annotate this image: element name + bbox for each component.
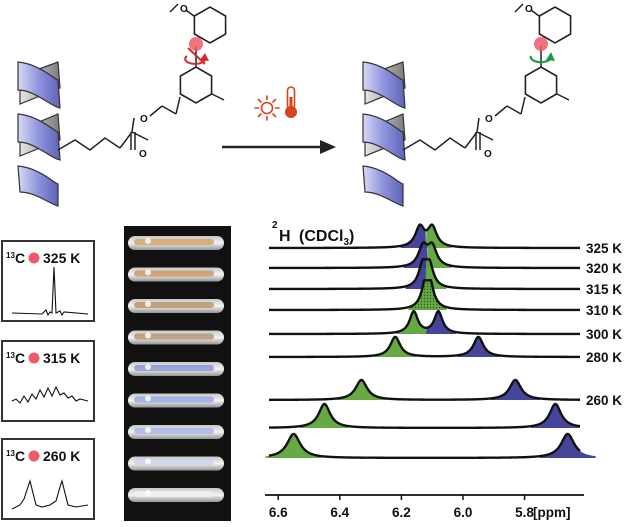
spectrum-trace bbox=[269, 223, 580, 250]
peak-fill bbox=[336, 379, 386, 400]
title-solvent-sub: 3 bbox=[343, 237, 349, 248]
inset-element: C bbox=[15, 250, 25, 266]
carbon-marker bbox=[534, 37, 548, 51]
thermometer-icon bbox=[285, 86, 297, 118]
spectrum-temp-label: 260 K bbox=[586, 393, 622, 408]
spectrum-trace bbox=[268, 402, 581, 430]
title-mass: 2 bbox=[272, 220, 278, 231]
x-tick-label: 6.0 bbox=[454, 505, 473, 520]
spectrum-temp-label: 320 K bbox=[586, 261, 622, 276]
stacked-spectra: 325 K 320 K 315 K 310 K 300 K 280 K 260 K bbox=[265, 223, 622, 460]
x-axis-unit: [ppm] bbox=[533, 505, 571, 520]
carbon-marker bbox=[28, 450, 40, 462]
inset-mass: 13 bbox=[6, 449, 15, 458]
c13-trace bbox=[11, 385, 89, 404]
nmr-title: 2 H (CDCl3) bbox=[272, 220, 354, 248]
x-tick-label: 6.6 bbox=[269, 505, 288, 520]
x-tick-label: 6.2 bbox=[392, 505, 411, 520]
peak-fill bbox=[265, 433, 322, 458]
peak-fill bbox=[539, 433, 596, 458]
svg-text:O: O bbox=[180, 4, 188, 15]
title-solvent: (CDCl bbox=[299, 228, 343, 245]
c13-inset: 13 C 260 K bbox=[1, 438, 95, 520]
c13-trace bbox=[11, 479, 89, 510]
x-tick-label: 6.4 bbox=[330, 505, 349, 520]
svg-text:O: O bbox=[484, 149, 492, 160]
inset-frame bbox=[1, 240, 95, 322]
tubes-photo bbox=[124, 226, 231, 521]
molecule-left: O O O bbox=[119, 3, 227, 160]
sun-icon bbox=[254, 95, 280, 121]
spectrum-trace bbox=[268, 432, 581, 460]
helix-front-strand bbox=[17, 113, 61, 161]
inset-element: C bbox=[15, 448, 25, 464]
inset-temperature: 325 K bbox=[43, 250, 80, 266]
spectrum-temp-label: 300 K bbox=[586, 327, 622, 342]
inset-frame bbox=[1, 340, 95, 422]
carbon-marker bbox=[28, 352, 40, 364]
title-nucleus: H bbox=[279, 228, 291, 245]
reaction-arrow bbox=[222, 140, 336, 154]
inset-temperature: 315 K bbox=[43, 350, 80, 366]
peak-fill bbox=[490, 379, 540, 400]
helix-front-strand bbox=[362, 61, 406, 109]
svg-text:O: O bbox=[139, 149, 147, 160]
spectrum-trace bbox=[269, 378, 581, 402]
x-tick-label: 5.8 bbox=[515, 505, 534, 520]
spectrum-trace bbox=[269, 258, 580, 291]
c13-trace bbox=[11, 266, 89, 317]
inset-mass: 13 bbox=[6, 351, 15, 360]
inset-element: C bbox=[15, 350, 25, 366]
spectrum-temp-label: 280 K bbox=[586, 350, 622, 365]
spectrum-temp-label: 325 K bbox=[586, 241, 622, 256]
spectrum-trace bbox=[269, 241, 580, 270]
svg-text:O: O bbox=[140, 114, 148, 125]
c13-insets: 13 C 325 K13 C 315 K13 C 260 K bbox=[1, 240, 95, 520]
spectrum-trace bbox=[269, 309, 580, 336]
c13-inset: 13 C 325 K bbox=[1, 240, 95, 322]
peak-fill bbox=[299, 403, 349, 428]
helix-front-strand bbox=[17, 61, 61, 109]
inset-mass: 13 bbox=[6, 251, 15, 260]
spectrum-trace bbox=[269, 335, 580, 359]
helix-front-strand bbox=[362, 113, 406, 161]
helix-right bbox=[362, 61, 466, 207]
c13-inset: 13 C 315 K bbox=[1, 340, 95, 422]
svg-text:O: O bbox=[485, 114, 493, 125]
carbon-marker bbox=[189, 37, 203, 51]
peak-fill bbox=[530, 403, 580, 428]
helix-front-strand bbox=[17, 165, 59, 207]
molecule-right: O O O bbox=[464, 3, 572, 160]
svg-text:O: O bbox=[525, 4, 533, 15]
spectrum-trace bbox=[269, 279, 580, 312]
svg-text:H (CDCl3): H (CDCl3) bbox=[279, 228, 354, 248]
helix-left bbox=[17, 61, 121, 207]
x-axis: 6.6 6.4 6.2 6.0 5.8 [ppm] bbox=[265, 494, 584, 520]
spectrum-temp-label: 315 K bbox=[586, 282, 622, 297]
helix-front-strand bbox=[362, 165, 404, 207]
title-solvent-close: ) bbox=[349, 228, 354, 245]
spectrum-temp-label: 310 K bbox=[586, 303, 622, 318]
carbon-marker bbox=[28, 252, 40, 264]
inset-temperature: 260 K bbox=[43, 448, 80, 464]
